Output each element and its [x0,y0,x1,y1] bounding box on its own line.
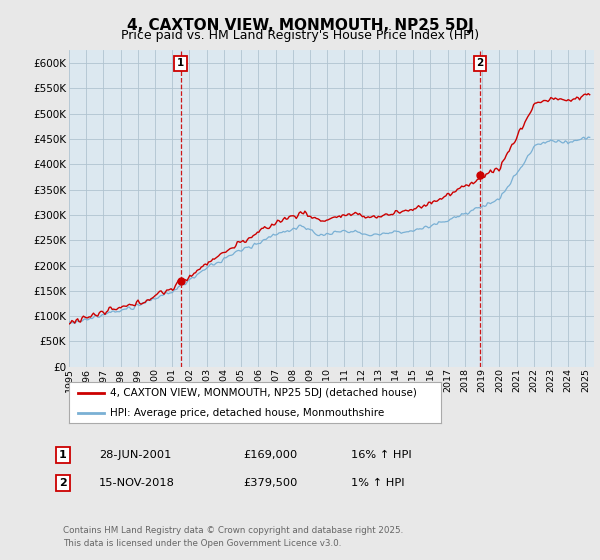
Point [176,277,185,286]
Point [475,170,485,179]
Text: 2: 2 [476,58,484,68]
Text: 16% ↑ HPI: 16% ↑ HPI [351,450,412,460]
Text: Contains HM Land Registry data © Crown copyright and database right 2025.
This d: Contains HM Land Registry data © Crown c… [63,526,403,548]
Text: 2: 2 [59,478,67,488]
Text: HPI: Average price, detached house, Monmouthshire: HPI: Average price, detached house, Monm… [110,408,384,418]
Text: 28-JUN-2001: 28-JUN-2001 [99,450,172,460]
Text: 4, CAXTON VIEW, MONMOUTH, NP25 5DJ: 4, CAXTON VIEW, MONMOUTH, NP25 5DJ [127,18,473,33]
Text: 1: 1 [177,58,184,68]
Text: £169,000: £169,000 [243,450,297,460]
Text: £379,500: £379,500 [243,478,298,488]
Text: 1% ↑ HPI: 1% ↑ HPI [351,478,404,488]
Text: 15-NOV-2018: 15-NOV-2018 [99,478,175,488]
Text: 4, CAXTON VIEW, MONMOUTH, NP25 5DJ (detached house): 4, CAXTON VIEW, MONMOUTH, NP25 5DJ (deta… [110,389,417,398]
Text: Price paid vs. HM Land Registry's House Price Index (HPI): Price paid vs. HM Land Registry's House … [121,29,479,42]
Text: 1: 1 [59,450,67,460]
